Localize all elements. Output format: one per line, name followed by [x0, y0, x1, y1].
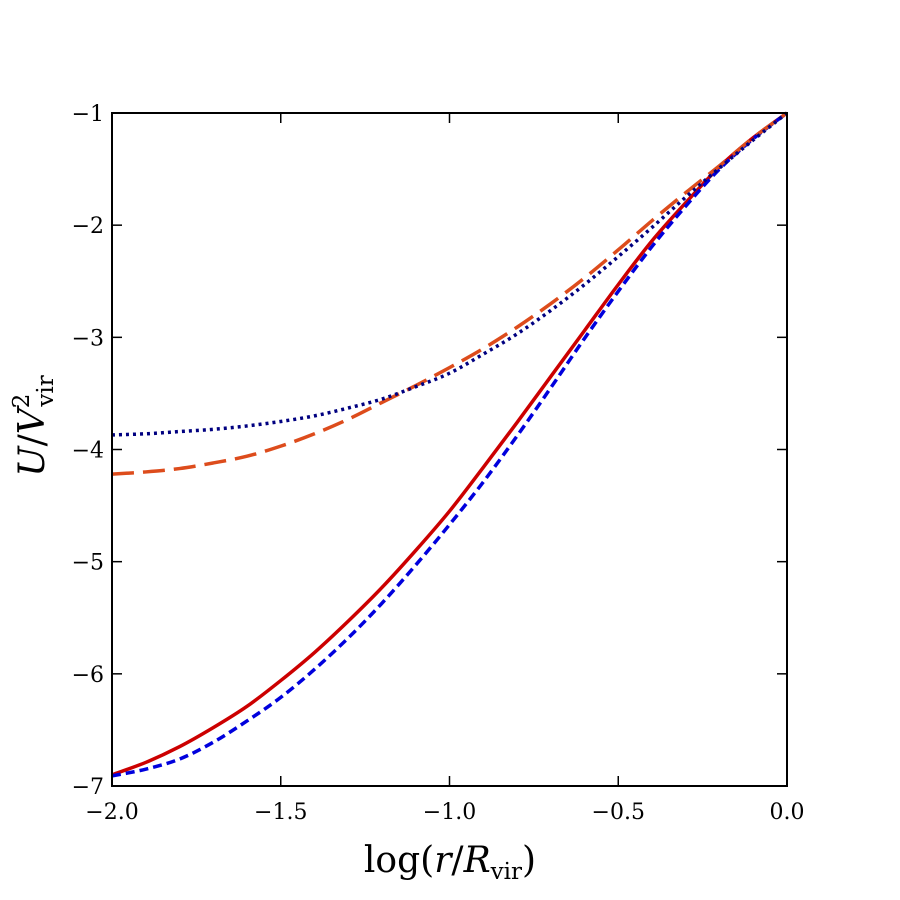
plot-lines	[111, 111, 789, 778]
series-line-short-dash-blue	[111, 111, 789, 778]
series-line-dotted-navy	[111, 111, 789, 437]
plot-frame	[111, 112, 788, 787]
tick-labels: −2.0 −1.5 −1.0 −0.5 0.0 −1 −2 −3 −4 −5 −6 −7	[72, 102, 805, 825]
x-tick-label: −0.5	[592, 800, 645, 825]
series-line-solid-red	[111, 111, 789, 777]
y-tick-label: −2	[72, 214, 104, 239]
y-tick-label: −4	[72, 439, 104, 464]
x-tick-label: 0.0	[770, 800, 805, 825]
series-line-long-dash-orange	[111, 111, 789, 476]
ticks	[111, 112, 788, 787]
y-tick-label: −5	[72, 551, 104, 576]
x-tick-label: −1.0	[423, 800, 476, 825]
y-tick-label: −7	[72, 775, 104, 800]
x-tick-label: −1.5	[254, 800, 307, 825]
y-tick-label: −6	[72, 663, 104, 688]
y-tick-label: −3	[72, 326, 104, 351]
y-tick-label: −1	[72, 102, 104, 127]
x-tick-label: −2.0	[85, 800, 138, 825]
x-axis-label: log(r/Rvir)	[364, 840, 536, 885]
y-axis-label: U/V2vir	[9, 375, 59, 476]
